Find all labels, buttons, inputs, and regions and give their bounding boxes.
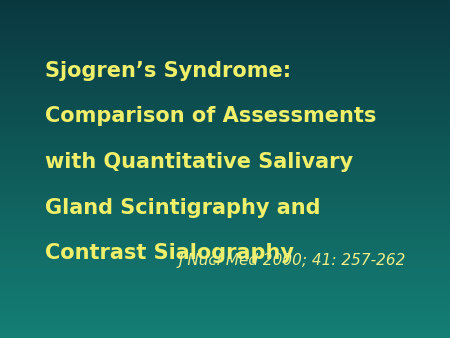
Text: Comparison of Assessments: Comparison of Assessments	[45, 106, 376, 126]
Text: Sjogren’s Syndrome:: Sjogren’s Syndrome:	[45, 61, 291, 81]
Text: Gland Scintigraphy and: Gland Scintigraphy and	[45, 198, 320, 218]
Text: with Quantitative Salivary: with Quantitative Salivary	[45, 152, 353, 172]
Text: Contrast Sialography: Contrast Sialography	[45, 243, 294, 263]
Text: J Nucl Med 2000; 41: 257-262: J Nucl Med 2000; 41: 257-262	[179, 254, 406, 268]
